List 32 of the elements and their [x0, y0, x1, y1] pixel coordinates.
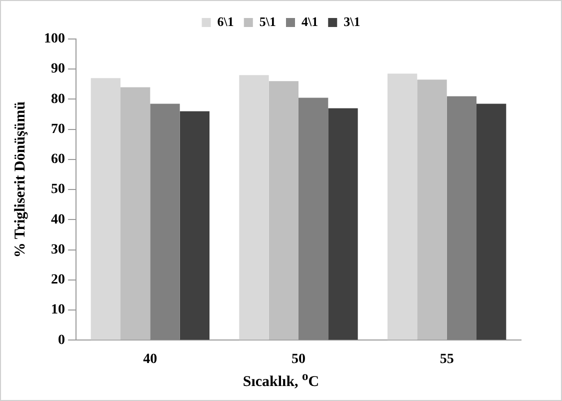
- legend-label: 5\1: [259, 14, 276, 29]
- y-tick-label: 10: [51, 302, 65, 318]
- bar: [120, 87, 150, 340]
- x-tick-label: 40: [143, 352, 158, 368]
- bar: [388, 74, 418, 340]
- y-tick-label: 90: [51, 62, 65, 77]
- legend-label: 6\1: [217, 14, 234, 29]
- y-tick-label: 40: [51, 212, 65, 228]
- bar: [446, 96, 476, 340]
- legend-label: 4\1: [302, 14, 318, 29]
- bar: [298, 98, 328, 340]
- x-axis-title: Sıcaklık, $^{o}$C: [242, 369, 320, 391]
- y-tick-label: 0: [58, 332, 65, 348]
- bar: [239, 75, 269, 340]
- bar: [268, 81, 298, 340]
- y-tick-label: 50: [51, 182, 65, 198]
- y-tick-label: 70: [51, 122, 65, 137]
- legend-label: 3\1: [344, 14, 360, 29]
- bar: [90, 78, 120, 340]
- y-tick-label: 20: [51, 272, 65, 288]
- bar: [417, 80, 447, 340]
- y-tick-label: 100: [44, 32, 65, 47]
- y-tick-label: 60: [51, 152, 65, 168]
- bar: [476, 104, 506, 340]
- bar: [150, 104, 180, 340]
- y-tick-label: 30: [51, 242, 65, 258]
- x-tick-label: 50: [292, 352, 306, 368]
- bar: [180, 111, 210, 340]
- x-tick-label: 55: [440, 352, 454, 368]
- y-tick-label: 80: [51, 92, 65, 107]
- y-axis-title: % Trigliserit Dönüşümü: [12, 100, 30, 260]
- bar: [328, 108, 358, 340]
